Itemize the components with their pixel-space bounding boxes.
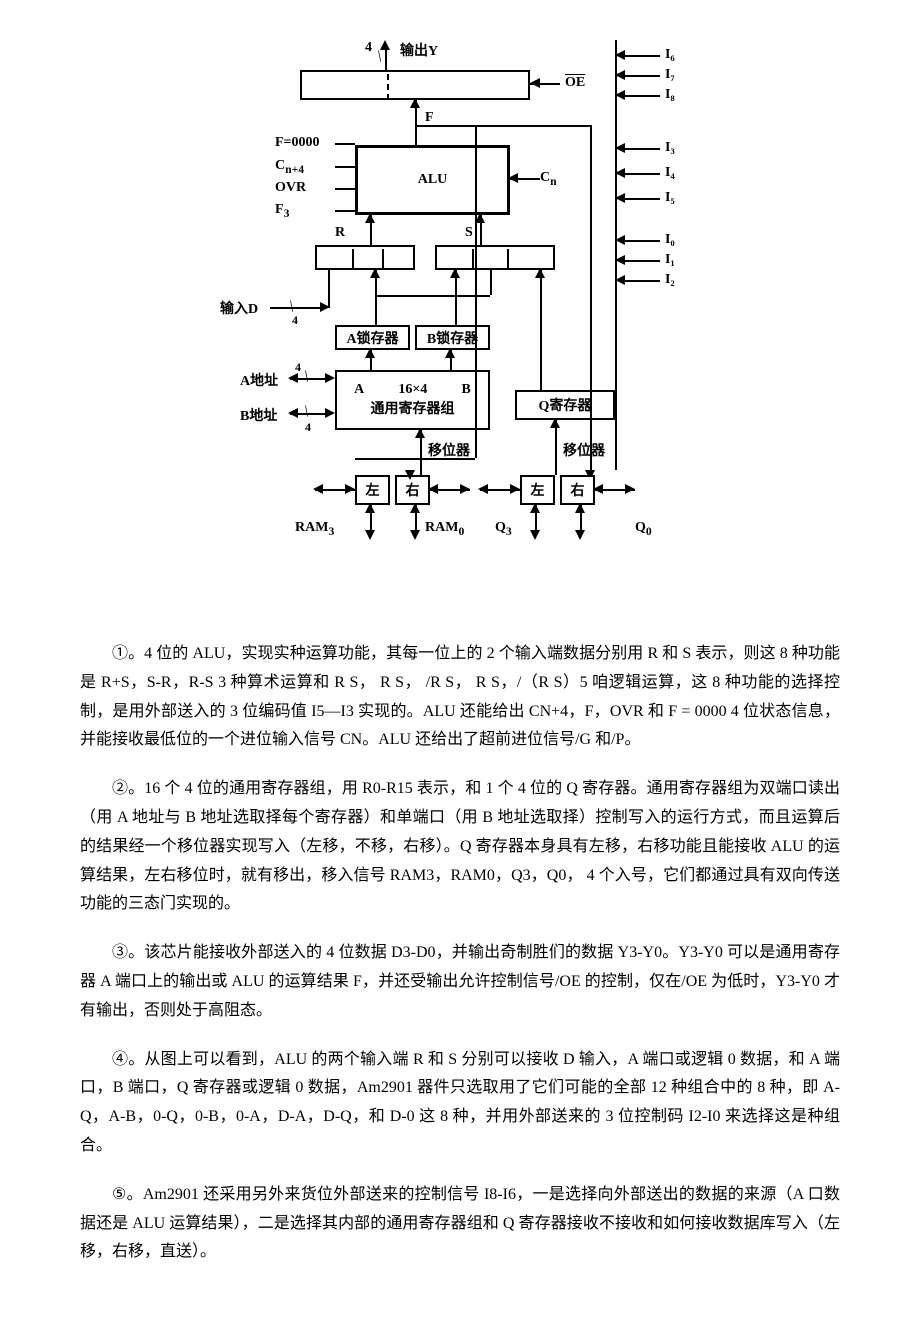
label-shifter1: 移位器: [428, 440, 470, 460]
circuit-diagram: 4 / 输出Y OE I₆ I₇ I₈ F F=0000 Cn+4 OVR F3: [220, 40, 700, 600]
label-input-d: 输入D: [220, 298, 258, 318]
label-r: R: [335, 225, 345, 241]
label-i7: I₇: [665, 67, 675, 83]
q-shift-left-box: 左: [520, 475, 555, 505]
diagram-container: 4 / 输出Y OE I₆ I₇ I₈ F F=0000 Cn+4 OVR F3: [80, 40, 840, 600]
label-cn: Cn: [540, 170, 557, 188]
q-shift-right-box: 右: [560, 475, 595, 505]
label-i6: I₆: [665, 47, 675, 63]
register-file-box: A 16×4 B 通用寄存器组: [335, 370, 490, 430]
label-cn4: Cn+4: [275, 158, 304, 176]
paragraph-2: ②。16 个 4 位的通用寄存器组，用 R0-R15 表示，和 1 个 4 位的…: [80, 775, 840, 919]
label-i5: I₅: [665, 190, 675, 206]
s-mux-box: [435, 245, 555, 270]
paragraph-3: ③。该芯片能接收外部送入的 4 位数据 D3-D0，并输出奇制胜们的数据 Y3-…: [80, 939, 840, 1025]
label-ram0: RAM0: [425, 520, 464, 538]
label-ram3: RAM3: [295, 520, 334, 538]
q-register-box: Q寄存器: [515, 390, 615, 420]
label-i1: I₁: [665, 252, 675, 268]
label-d4: 4: [292, 313, 298, 328]
label-oe: OE: [565, 75, 585, 91]
r-mux-box: [315, 245, 415, 270]
a-latch-box: A锁存器: [335, 325, 410, 350]
label-q0: Q0: [635, 520, 652, 538]
label-f: F: [425, 110, 434, 126]
label-f0000: F=0000: [275, 135, 320, 151]
label-i8: I₈: [665, 87, 675, 103]
alu-box: ALU: [355, 145, 510, 215]
label-q3: Q3: [495, 520, 512, 538]
label-s: S: [465, 225, 473, 241]
output-box: [300, 70, 530, 100]
label-a4: 4: [295, 360, 301, 375]
label-ovr: OVR: [275, 180, 306, 196]
label-b-addr: B地址: [240, 405, 277, 425]
label-a-addr: A地址: [240, 370, 278, 390]
paragraph-5: ⑤。Am2901 还采用另外来货位外部送来的控制信号 I8-I6，一是选择向外部…: [80, 1181, 840, 1267]
label-shifter2: 移位器: [563, 440, 605, 460]
b-latch-box: B锁存器: [415, 325, 490, 350]
label-b4: 4: [305, 420, 311, 435]
paragraph-4: ④。从图上可以看到，ALU 的两个输入端 R 和 S 分别可以接收 D 输入，A…: [80, 1046, 840, 1161]
label-i4: I₄: [665, 165, 675, 181]
label-f3: F3: [275, 202, 289, 220]
ram-shift-left-box: 左: [355, 475, 390, 505]
label-i3: I₃: [665, 140, 675, 156]
label-output-y: 输出Y: [400, 40, 438, 60]
paragraph-1: ①。4 位的 ALU，实现实种运算功能，其每一位上的 2 个输入端数据分别用 R…: [80, 640, 840, 755]
label-i2: I₂: [665, 272, 675, 288]
label-4-top: 4: [365, 40, 372, 56]
label-i0: I₀: [665, 232, 675, 248]
